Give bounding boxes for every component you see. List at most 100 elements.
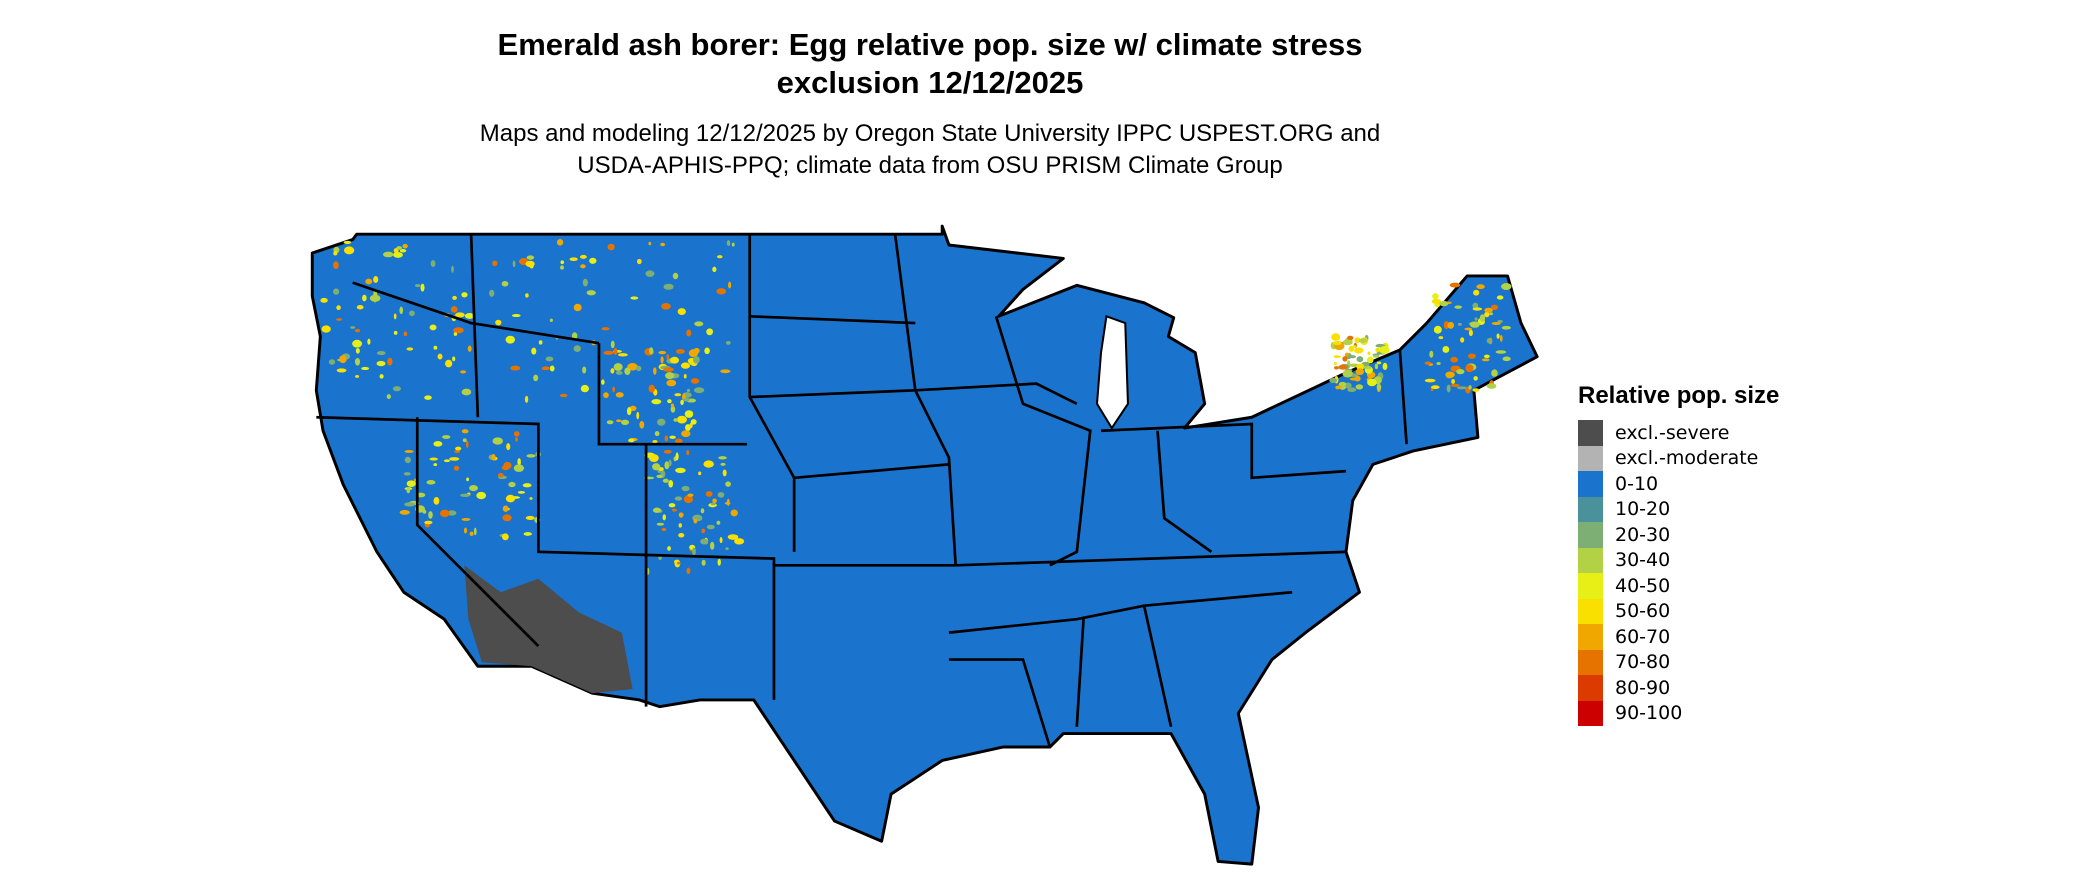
speckle bbox=[607, 243, 615, 251]
excluded-severe-area bbox=[464, 565, 633, 694]
speckle bbox=[674, 496, 683, 501]
speckle bbox=[668, 459, 672, 467]
speckle bbox=[336, 305, 341, 311]
speckle bbox=[654, 431, 660, 437]
speckle bbox=[670, 405, 676, 413]
speckle bbox=[422, 509, 427, 514]
speckle bbox=[1490, 304, 1499, 310]
speckle bbox=[701, 559, 706, 566]
legend-swatch bbox=[1578, 522, 1603, 548]
speckle bbox=[1436, 361, 1441, 365]
speckle bbox=[343, 246, 355, 255]
speckle bbox=[430, 260, 436, 267]
speckle bbox=[1491, 321, 1501, 325]
speckle bbox=[645, 270, 655, 277]
speckle bbox=[455, 312, 465, 318]
speckle bbox=[492, 260, 498, 266]
speckle bbox=[1349, 355, 1356, 359]
legend-label: 40-50 bbox=[1615, 574, 1671, 597]
speckle bbox=[663, 367, 674, 372]
speckle bbox=[1347, 335, 1354, 341]
speckle bbox=[560, 265, 564, 270]
legend-item: 40-50 bbox=[1578, 573, 1779, 599]
speckle bbox=[690, 419, 697, 425]
speckle bbox=[429, 324, 437, 331]
speckle bbox=[426, 480, 436, 485]
speckle bbox=[501, 533, 509, 541]
speckle bbox=[1445, 371, 1455, 378]
title-line-2: exclusion 12/12/2025 bbox=[776, 65, 1084, 100]
speckle bbox=[392, 386, 401, 392]
legend-swatch bbox=[1578, 700, 1603, 726]
speckle bbox=[524, 395, 529, 403]
speckle bbox=[724, 501, 731, 505]
speckle bbox=[1457, 322, 1462, 326]
speckle bbox=[682, 397, 690, 402]
speckle bbox=[463, 527, 468, 534]
speckle bbox=[505, 335, 516, 344]
speckle bbox=[664, 435, 669, 442]
speckle bbox=[1352, 345, 1357, 349]
speckle bbox=[396, 246, 403, 250]
speckle bbox=[672, 272, 679, 280]
speckle bbox=[626, 407, 632, 416]
speckle bbox=[703, 460, 714, 468]
speckle bbox=[1484, 311, 1490, 318]
speckle bbox=[700, 538, 709, 545]
speckle bbox=[433, 440, 443, 447]
speckle bbox=[406, 480, 416, 488]
speckle bbox=[424, 395, 432, 400]
speckle bbox=[693, 347, 700, 354]
speckle bbox=[404, 502, 415, 507]
speckle bbox=[1432, 293, 1439, 300]
speckle bbox=[429, 457, 438, 461]
speckle bbox=[661, 527, 667, 532]
speckle bbox=[691, 547, 696, 556]
speckle bbox=[1496, 295, 1504, 300]
speckle bbox=[465, 440, 469, 448]
speckle bbox=[1379, 345, 1390, 354]
speckle bbox=[579, 254, 587, 259]
speckle bbox=[461, 429, 469, 434]
speckle bbox=[447, 510, 457, 516]
legend-swatch bbox=[1578, 547, 1603, 573]
speckle bbox=[1446, 384, 1451, 393]
speckle bbox=[450, 306, 458, 313]
speckle bbox=[1358, 338, 1368, 343]
speckle bbox=[1502, 356, 1511, 362]
speckle bbox=[661, 303, 671, 310]
speckle bbox=[675, 349, 685, 354]
speckle bbox=[461, 292, 468, 298]
speckle bbox=[523, 532, 532, 536]
speckle bbox=[512, 260, 516, 268]
legend-title: Relative pop. size bbox=[1578, 382, 1780, 409]
speckle bbox=[1424, 361, 1432, 365]
speckle bbox=[1375, 347, 1381, 353]
speckle bbox=[409, 310, 415, 317]
map-subtitle: Maps and modeling 12/12/2025 by Oregon S… bbox=[0, 118, 1860, 182]
speckle bbox=[630, 296, 639, 300]
speckle bbox=[1431, 298, 1441, 305]
speckle bbox=[386, 394, 391, 400]
speckle bbox=[667, 399, 672, 404]
speckle bbox=[529, 497, 533, 500]
speckle bbox=[549, 365, 555, 372]
state-borders bbox=[316, 234, 1408, 748]
speckle bbox=[1456, 368, 1465, 375]
speckle bbox=[725, 481, 731, 487]
speckle bbox=[1491, 369, 1498, 377]
speckle bbox=[1473, 289, 1480, 296]
speckle bbox=[716, 520, 721, 525]
speckle bbox=[662, 514, 666, 521]
speckle bbox=[443, 459, 451, 463]
speckle bbox=[1484, 354, 1490, 359]
speckle bbox=[533, 374, 539, 382]
speckle bbox=[526, 255, 535, 260]
speckle bbox=[437, 353, 443, 360]
speckle bbox=[681, 485, 690, 492]
speckle bbox=[1376, 383, 1382, 391]
speckle bbox=[1476, 284, 1485, 290]
legend-swatch bbox=[1578, 496, 1603, 522]
speckle bbox=[1355, 384, 1364, 390]
speckle bbox=[686, 567, 691, 575]
